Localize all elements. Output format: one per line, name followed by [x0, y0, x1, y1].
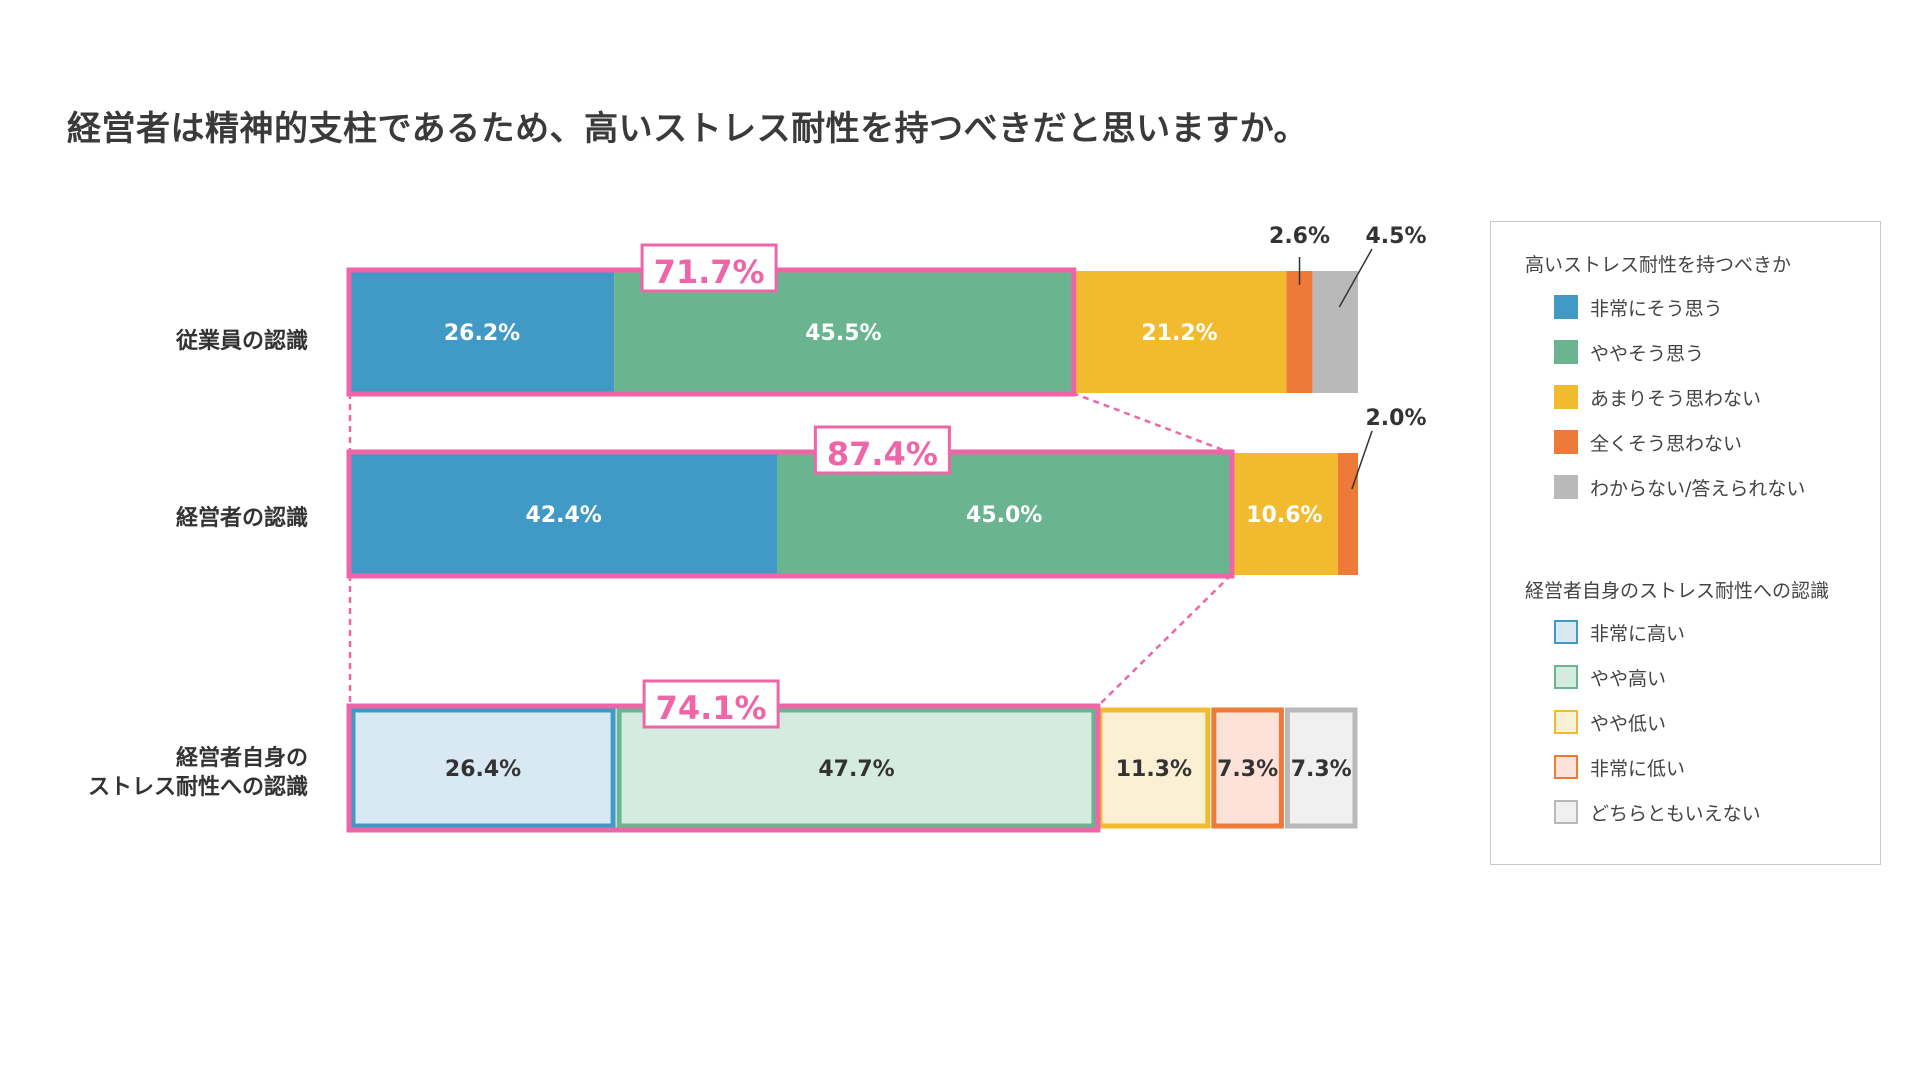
- chart-title: 経営者は精神的支柱であるため、高いストレス耐性を持つべきだと思いますか。: [67, 109, 1308, 149]
- legend-swatch: [1554, 665, 1578, 689]
- highlight-value: 71.7%: [654, 253, 765, 291]
- legend-swatch: [1554, 430, 1578, 454]
- bar-segment: [350, 453, 778, 575]
- bar-segment: [350, 271, 615, 393]
- legend-title-self: 経営者自身のストレス耐性への認識: [1525, 580, 1830, 602]
- highlight-badge: [640, 243, 778, 293]
- row-label-executive: 経営者の認識: [176, 504, 308, 533]
- bar-segment: [350, 707, 616, 829]
- highlight-value: 87.4%: [827, 435, 938, 473]
- legend-item: 非常にそう思う: [1554, 294, 1723, 320]
- legend-label: どちらともいえない: [1590, 802, 1761, 825]
- legend-label: あまりそう思わない: [1590, 387, 1762, 410]
- data-label: 26.2%: [444, 321, 520, 346]
- row-label-text-line-1: 経営者自身の: [175, 746, 308, 771]
- data-label: 7.3%: [1291, 757, 1352, 782]
- legend-item: あまりそう思わない: [1554, 384, 1761, 410]
- legend: 高いストレス耐性を持つべきか 非常にそう思う ややそう思う あまりそう思わない …: [1490, 221, 1881, 865]
- row-label-text: 経営者の認識: [175, 506, 308, 531]
- data-label: 2.0%: [1365, 406, 1426, 431]
- data-label: 10.6%: [1246, 503, 1322, 528]
- bar-segment: [1211, 707, 1284, 829]
- bar-segment: [1312, 271, 1358, 393]
- legend-item: やや高い: [1554, 664, 1666, 690]
- legend-swatch: [1554, 710, 1578, 734]
- data-label: 47.7%: [818, 757, 894, 782]
- legend-label: 非常に低い: [1590, 757, 1686, 780]
- legend-label: 非常にそう思う: [1590, 297, 1723, 320]
- highlight-frame: [346, 449, 1235, 579]
- legend-swatch: [1554, 620, 1578, 644]
- data-label: 26.4%: [445, 757, 521, 782]
- bar-segment: [1072, 271, 1287, 393]
- legend-swatch: [1554, 800, 1578, 824]
- leader-line: [1338, 248, 1373, 308]
- legend-title-should: 高いストレス耐性を持つべきか: [1525, 254, 1792, 276]
- data-label: 42.4%: [526, 503, 602, 528]
- connector-line: [1072, 391, 1232, 455]
- legend-label: やや低い: [1590, 712, 1667, 735]
- legend-item: 非常に高い: [1554, 619, 1685, 645]
- legend-label: ややそう思う: [1590, 342, 1705, 365]
- legend-item: やや低い: [1554, 709, 1666, 735]
- data-label: 45.0%: [966, 503, 1042, 528]
- highlight-value: 74.1%: [656, 689, 767, 727]
- bar-segment: [1284, 707, 1358, 829]
- legend-item: 非常に低い: [1554, 754, 1685, 780]
- row-label-employee: 従業員の認識: [176, 327, 308, 356]
- bar-segment: [616, 707, 1097, 829]
- legend-swatch: [1554, 385, 1578, 409]
- legend-item: 全くそう思わない: [1554, 429, 1742, 455]
- data-label: 21.2%: [1141, 321, 1217, 346]
- connector-line: [1096, 574, 1232, 708]
- legend-item: どちらともいえない: [1554, 799, 1761, 825]
- row-label-text: 従業員の認識: [175, 329, 308, 354]
- legend-swatch: [1554, 475, 1578, 499]
- bar-segment: [1097, 707, 1211, 829]
- legend-label: やや高い: [1590, 667, 1667, 690]
- data-label: 45.5%: [805, 321, 881, 346]
- legend-swatch: [1554, 340, 1578, 364]
- data-label: 11.3%: [1116, 757, 1192, 782]
- legend-item: ややそう思う: [1554, 339, 1704, 365]
- row-label-self-stress: 経営者自身の ストレス耐性への認識: [88, 744, 308, 802]
- highlight-badge: [642, 679, 780, 729]
- bar-segment: [1230, 453, 1338, 575]
- bar-segment: [1337, 453, 1358, 575]
- data-label: 2.6%: [1269, 224, 1330, 249]
- data-label: 7.3%: [1217, 757, 1278, 782]
- highlight-badge: [813, 425, 951, 475]
- legend-label: わからない/答えられない: [1590, 477, 1806, 500]
- legend-label: 全くそう思わない: [1590, 432, 1743, 455]
- legend-swatch: [1554, 295, 1578, 319]
- legend-swatch: [1554, 755, 1578, 779]
- bar-segment: [1286, 271, 1313, 393]
- data-label: 4.5%: [1365, 224, 1426, 249]
- row-label-text-line-2: ストレス耐性への認識: [87, 775, 308, 800]
- leader-line: [1351, 430, 1373, 490]
- legend-item: わからない/答えられない: [1554, 474, 1805, 500]
- legend-label: 非常に高い: [1590, 622, 1686, 645]
